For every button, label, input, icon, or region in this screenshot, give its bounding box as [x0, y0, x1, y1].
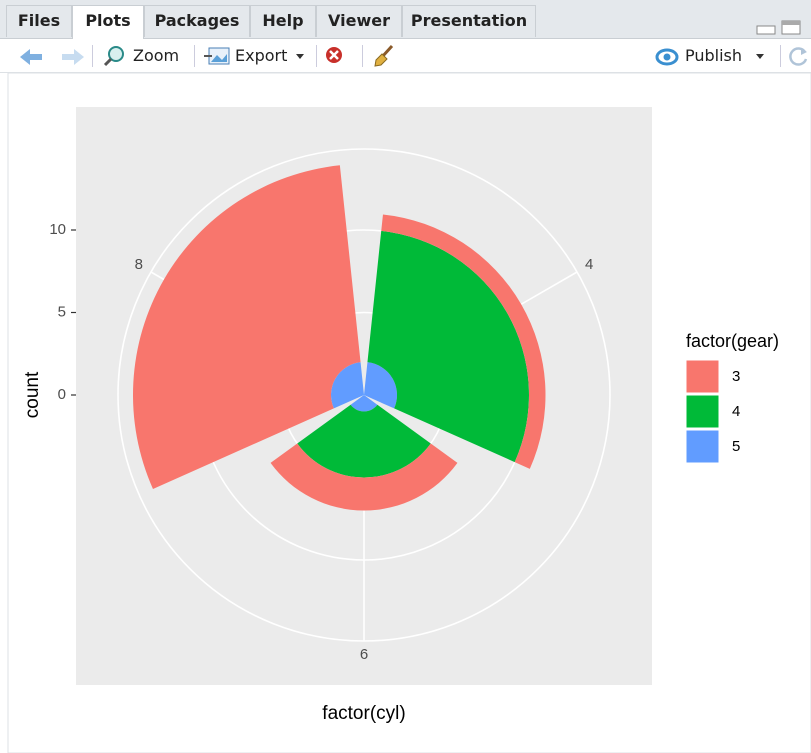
wedge — [297, 404, 431, 478]
tab-bar: Files Plots Packages Help Viewer Present… — [0, 0, 811, 39]
window-controls[interactable] — [756, 20, 806, 36]
x-tick-label: 6 — [360, 646, 368, 663]
wedge — [364, 362, 397, 409]
refresh-icon[interactable] — [788, 45, 810, 67]
wedge — [381, 214, 546, 469]
x-tick-label: 8 — [135, 256, 143, 273]
y-tick-label: 5 — [58, 303, 66, 320]
legend-label: 3 — [732, 368, 740, 385]
tab[interactable]: Packages — [144, 5, 250, 37]
legend-title: factor(gear) — [686, 331, 779, 351]
legend-label: 5 — [732, 438, 740, 455]
publish-icon[interactable] — [654, 47, 680, 67]
tab[interactable]: Plots — [72, 5, 144, 39]
broom-icon[interactable] — [372, 44, 396, 68]
export-icon[interactable] — [203, 46, 231, 66]
wedge — [331, 362, 364, 409]
x-axis-title: factor(cyl) — [322, 703, 405, 724]
publish-button[interactable]: Publish — [685, 46, 743, 65]
legend-label: 4 — [732, 403, 740, 420]
legend-swatch — [685, 429, 720, 464]
dropdown-arrow[interactable] — [756, 54, 766, 60]
tab[interactable]: Help — [250, 5, 316, 37]
legend-swatch — [685, 394, 720, 429]
plot-area: factor(cyl) count factor(gear) 4 6 8 0 5 10 3 4… — [7, 73, 811, 753]
legend-swatch — [685, 359, 720, 394]
zoom-icon[interactable] — [103, 45, 127, 67]
wedge — [350, 395, 378, 412]
y-axis-title: count — [22, 371, 43, 418]
nav-arrows[interactable] — [18, 47, 88, 67]
tab[interactable]: Presentation — [402, 5, 536, 37]
wedge — [367, 230, 529, 463]
tab[interactable]: Viewer — [316, 5, 402, 37]
zoom-button[interactable]: Zoom — [133, 46, 180, 65]
wedge — [132, 165, 361, 489]
y-tick-label: 0 — [58, 386, 66, 403]
dropdown-arrow[interactable] — [296, 54, 306, 60]
clear-icon[interactable] — [325, 46, 345, 66]
toolbar: Zoom Export Publish — [0, 39, 811, 73]
y-tick-label: 10 — [49, 221, 66, 238]
export-button[interactable]: Export — [235, 46, 288, 65]
wedge — [270, 443, 458, 511]
x-tick-label: 4 — [585, 256, 593, 273]
tab[interactable]: Files — [6, 5, 72, 37]
